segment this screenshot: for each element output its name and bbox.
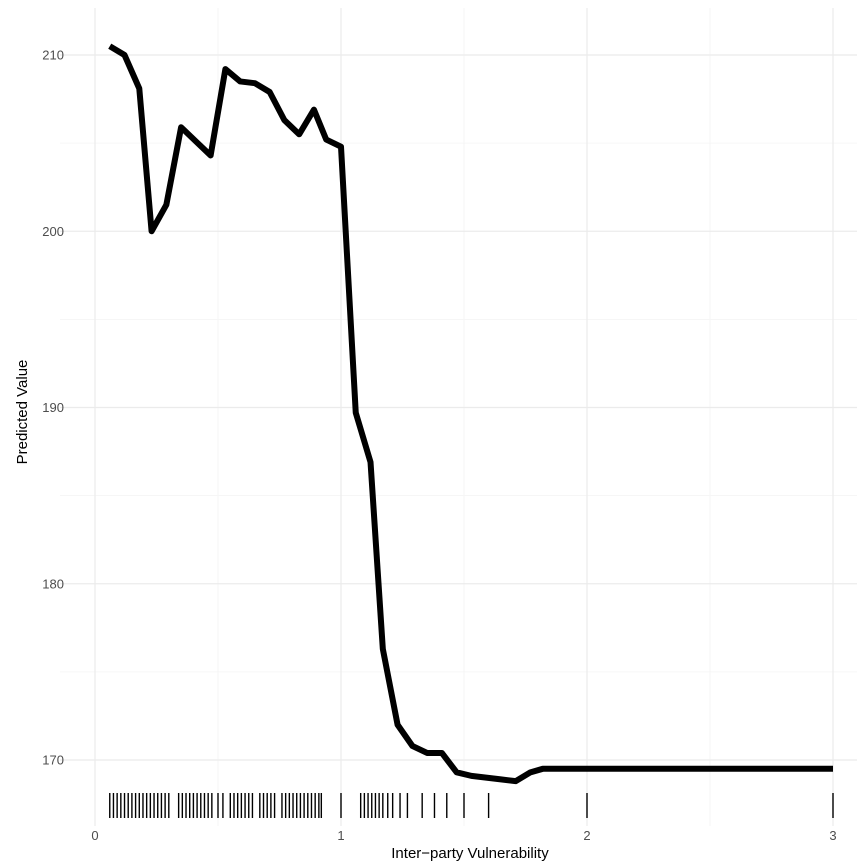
rug-marks	[109, 793, 834, 818]
series-line-group	[108, 43, 833, 785]
y-tick-label-4: 210	[42, 48, 64, 63]
predicted-value-line	[108, 43, 833, 785]
x-tick-label-2: 2	[583, 828, 590, 843]
x-axis-tick-labels: 0 1 2 3	[91, 828, 836, 843]
x-tick-label-1: 1	[337, 828, 344, 843]
major-gridlines	[60, 8, 857, 826]
y-tick-label-3: 200	[42, 224, 64, 239]
y-axis-tick-labels: 170 180 190 200 210	[42, 48, 64, 768]
y-tick-label-2: 190	[42, 400, 64, 415]
minor-gridlines	[60, 8, 857, 826]
x-axis-title: Inter−party Vulnerability	[391, 845, 549, 862]
y-tick-label-1: 180	[42, 576, 64, 591]
y-tick-label-0: 170	[42, 753, 64, 768]
y-axis-title: Predicted Value	[14, 360, 31, 465]
x-tick-label-3: 3	[829, 828, 836, 843]
x-tick-label-0: 0	[91, 828, 98, 843]
